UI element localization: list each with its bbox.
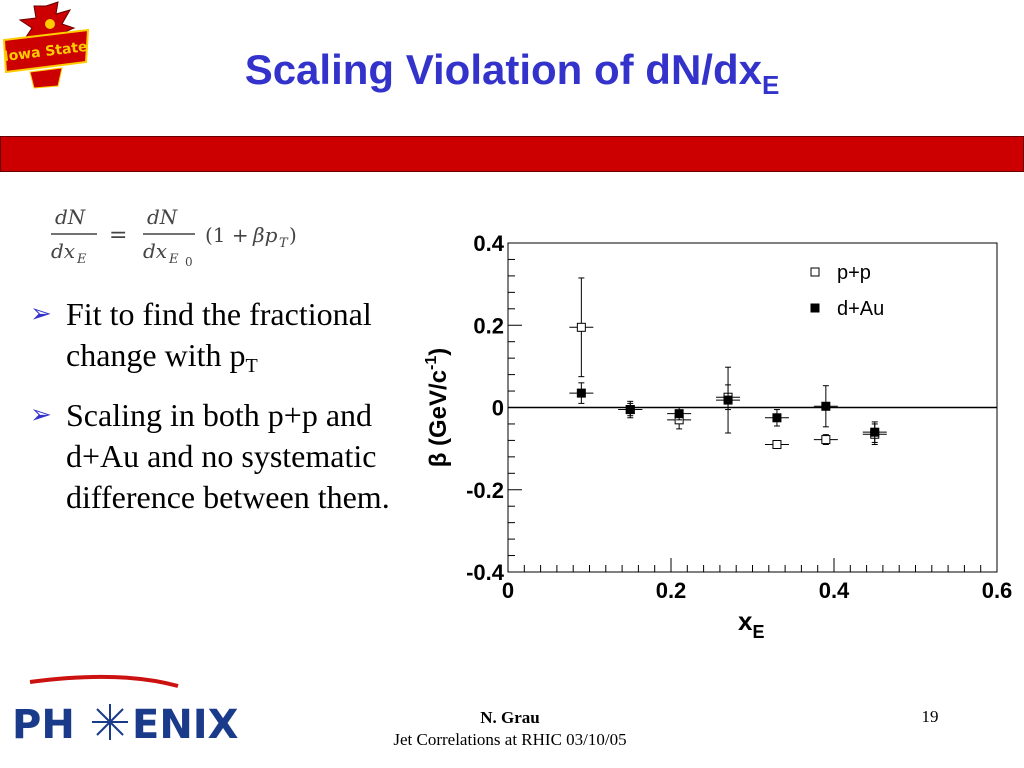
bullet-list: ➢ Fit to find the fractional change with… [30,294,420,526]
data-point-pp [821,435,831,445]
svg-text:βp: βp [252,223,278,247]
footer: N. Grau Jet Correlations at RHIC 03/10/0… [330,707,690,751]
page-number: 19 [921,707,939,726]
x-tick-label: 0.2 [656,578,687,603]
svg-text:=: = [109,223,127,248]
x-axis-label: xE [738,606,764,642]
svg-text:T: T [279,236,289,251]
svg-text:E: E [168,252,179,267]
svg-text:E: E [76,252,87,267]
svg-text:): ) [289,223,297,247]
legend-label: p+p [837,262,871,284]
bullet-arrow-icon: ➢ [30,400,52,430]
y-tick-label: -0.4 [466,560,505,585]
iowa-state-cyclones-logo: Iowa State [3,1,90,89]
data-point-dau [821,401,831,411]
svg-text:(1 +: (1 + [205,223,249,247]
slide-title: Scaling Violation of dN/dxE [244,46,780,100]
svg-text:dN: dN [55,205,87,229]
y-tick-label: 0 [492,396,504,421]
legend-label: d+Au [837,298,884,320]
x-tick-label: 0.4 [819,578,850,603]
footer-author: N. Grau [480,708,540,727]
x-axis-label-sub: E [752,622,764,642]
svg-text:dx: dx [143,239,167,263]
data-point-dau [625,405,635,415]
x-tick-label: 0.6 [982,578,1013,603]
svg-text:dN: dN [147,205,179,229]
y-axis-label-sup: -1 [423,356,440,370]
bullet-text: Scaling in both p+p and d+Au and no syst… [66,397,390,515]
data-point-pp [576,322,586,332]
data-point-dau [870,427,880,437]
svg-text:PH: PH [12,702,75,748]
data-point-dau [576,388,586,398]
data-point-dau [772,413,782,423]
svg-text:ENIX: ENIX [132,702,239,748]
bullet-arrow-icon: ➢ [30,299,52,329]
svg-text:0: 0 [185,255,193,269]
phenix-logo: PH ENIX [12,674,239,748]
y-tick-label: -0.2 [466,478,504,503]
y-axis-label: β (GeV/c-1) [423,348,452,468]
title-divider-bar [0,136,1024,172]
bullet-item: ➢ Scaling in both p+p and d+Au and no sy… [30,395,420,518]
footer-talk: Jet Correlations at RHIC 03/10/05 [393,730,627,749]
y-tick-label: 0.4 [473,231,504,256]
y-axis-label-close: ) [425,348,452,356]
bullet-item: ➢ Fit to find the fractional change with… [30,294,420,387]
x-tick-label: 0 [502,578,514,603]
data-point-pp [772,440,782,450]
svg-text:dx: dx [51,239,75,263]
legend-marker [810,303,820,313]
bullet-text: Fit to find the fractional change with p… [66,296,372,377]
scaling-formula: dN dx E = dN dx E 0 (1 + βp T ) [51,205,297,269]
data-point-dau [674,409,684,419]
y-axis-label-main: β (GeV/c [425,370,452,467]
y-tick-label: 0.2 [473,313,504,338]
data-point-dau [723,395,733,405]
legend-marker [810,267,820,277]
